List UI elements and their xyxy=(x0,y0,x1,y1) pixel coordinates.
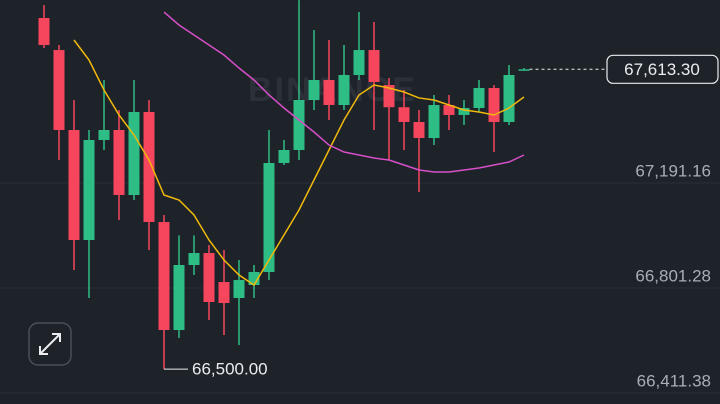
candle-body xyxy=(233,280,245,299)
ma-line xyxy=(163,11,525,173)
candle-body xyxy=(278,149,290,164)
candle-body xyxy=(368,50,380,83)
candle-body xyxy=(353,50,365,76)
candle-body xyxy=(83,139,95,241)
candle-body xyxy=(293,100,305,150)
candle-body xyxy=(188,253,200,265)
y-tick-label: 66,411.38 xyxy=(637,372,711,391)
expand-button[interactable] xyxy=(28,322,72,366)
candle-body xyxy=(503,75,515,123)
candle-body xyxy=(38,17,50,46)
candle-body xyxy=(458,108,470,116)
y-tick-label: 66,801.28 xyxy=(635,266,711,285)
candle-body xyxy=(413,122,425,139)
candle-body xyxy=(308,79,320,101)
candle-body xyxy=(143,112,155,223)
ma-line xyxy=(73,39,525,287)
candle-body xyxy=(383,85,395,108)
candle-body xyxy=(248,271,260,286)
candle-body xyxy=(203,253,215,303)
candle-body xyxy=(218,282,230,304)
candle-body xyxy=(98,130,110,140)
candle-body xyxy=(428,105,440,139)
candle-body xyxy=(68,130,80,241)
candle-body xyxy=(488,87,500,123)
last-price-label: 67,613.30 xyxy=(624,60,700,79)
candle-body xyxy=(263,163,275,272)
candle-body xyxy=(398,107,410,123)
last-price-box xyxy=(606,54,719,84)
candle-body xyxy=(338,75,350,106)
candle-body xyxy=(158,222,170,331)
candle-body xyxy=(173,264,185,331)
candle-body xyxy=(323,79,335,106)
candle-body xyxy=(113,130,125,195)
candle-body xyxy=(518,69,530,71)
candle-body xyxy=(53,50,65,131)
y-tick-label: 67,191.16 xyxy=(635,161,711,180)
expand-icon[interactable] xyxy=(39,333,61,355)
annotation-label: 66,500.00 xyxy=(192,360,268,379)
candle-body xyxy=(128,112,140,195)
candle-body xyxy=(473,87,485,109)
candle-body xyxy=(443,105,455,116)
